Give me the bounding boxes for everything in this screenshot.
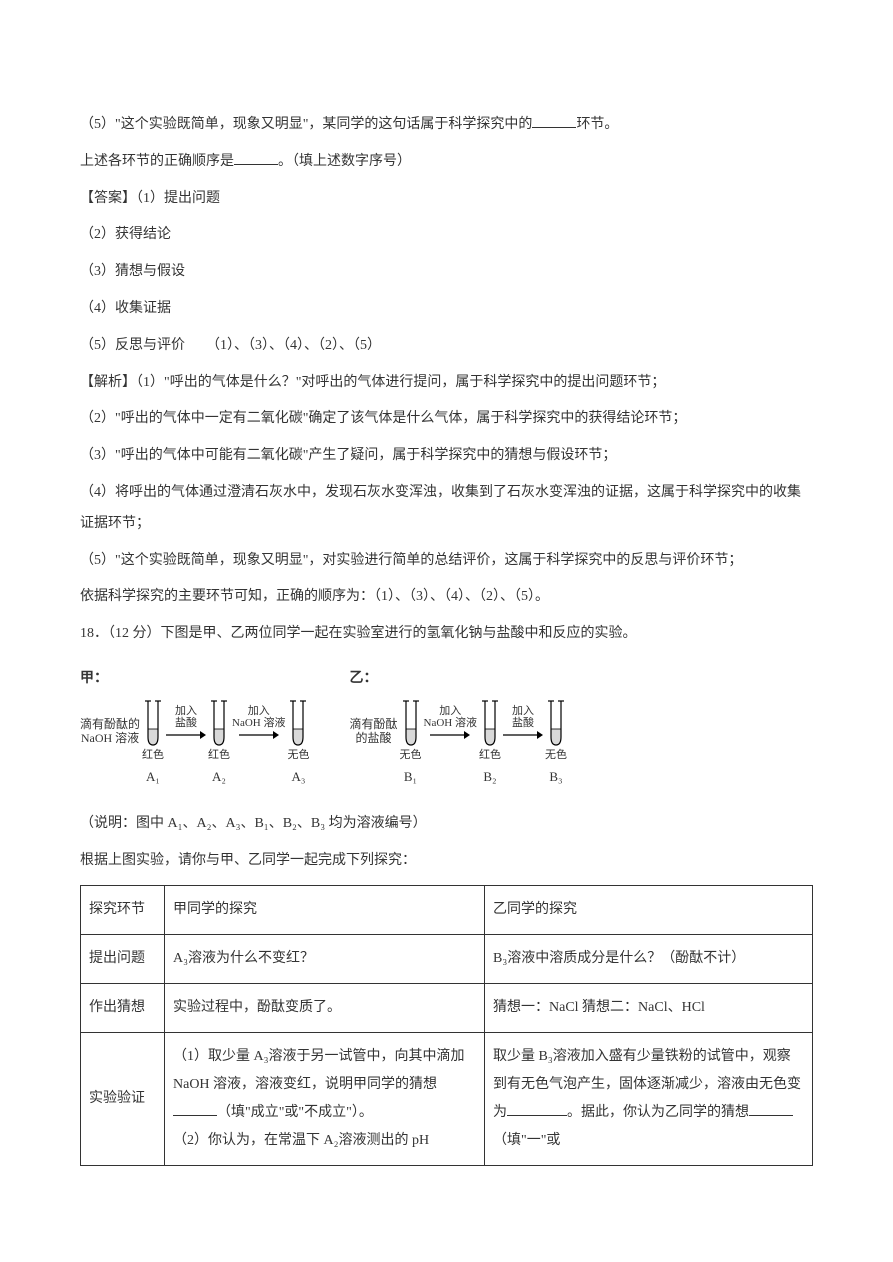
arrow-yi-2-l1: 加入 <box>512 705 534 718</box>
instruction: 根据上图实验，请你与甲、乙同学一起完成下列探究： <box>80 846 813 877</box>
arrow-icon <box>166 730 206 740</box>
table-row: 实验验证 （1）取少量 A₃溶液于另一试管中，向其中滴加 NaOH 溶液，溶液变… <box>81 1033 813 1166</box>
r2c1: 作出猜想 <box>81 984 165 1033</box>
tube-color-label: 无色 <box>400 749 422 761</box>
blank-r3c2 <box>173 1102 217 1116</box>
tube-sub-label: B₁ <box>404 763 417 792</box>
r3c3-b: 。据此，你认为乙同学的猜想 <box>567 1105 749 1120</box>
blank-r3c3-2 <box>749 1102 793 1116</box>
arrow-yi-1-l2: NaOH 溶液 <box>424 717 477 730</box>
yi-left-1: 滴有酚酞 <box>349 717 397 731</box>
r3c2-b: （填"成立"或"不成立"）。 <box>217 1105 373 1120</box>
arrow-jia-1-l2: 盐酸 <box>175 717 197 730</box>
arrow-jia-2-l1: 加入 <box>248 705 270 718</box>
para-order: 上述各环节的正确顺序是 。（填上述数字序号） <box>80 147 813 178</box>
r1c1: 提出问题 <box>81 935 165 984</box>
analysis-3: （3）"呼出的气体中可能有二氧化碳"产生了疑问，属于科学探究中的猜想与假设环节； <box>80 441 813 472</box>
r3c2-a: （1）取少量 A₃溶液于另一试管中，向其中滴加 NaOH 溶液，溶液变红，说明甲… <box>173 1049 465 1092</box>
tube-sub-label: A₂ <box>212 763 226 792</box>
jia-tubes-row: 滴有酚酞的 NaOH 溶液 红色 A₁ 加入 盐酸 红色 A₂ 加入 NaOH 溶液 <box>80 699 309 792</box>
arrow-yi-2-l2: 盐酸 <box>512 717 534 730</box>
tube-a3: 无色 A₃ <box>287 699 309 792</box>
arrow-yi-1: 加入 NaOH 溶液 <box>424 699 477 740</box>
tube-sub-label: B₃ <box>549 763 562 792</box>
tube-b1: 无色 B₁ <box>400 699 422 792</box>
blank-r3c3-1 <box>507 1102 567 1116</box>
tube-b3: 无色 B₃ <box>545 699 567 792</box>
analysis-5: （5）"这个实验既简单，现象又明显"，对实验进行简单的总结评价，这属于科学探究中… <box>80 546 813 577</box>
analysis-2: （2）"呼出的气体中一定有二氧化碳"确定了该气体是什么气体，属于科学探究中的获得… <box>80 404 813 435</box>
jia-label: 甲： <box>80 664 309 695</box>
table-row: 作出猜想 实验过程中，酚酞变质了。 猜想一：NaCl 猜想二：NaCl、HCl <box>81 984 813 1033</box>
arrow-icon <box>430 730 470 740</box>
analysis-4: （4）将呼出的气体通过澄清石灰水中，发现石灰水变浑浊，收集到了石灰水变浑浊的证据… <box>80 478 813 540</box>
arrow-jia-1-l1: 加入 <box>175 705 197 718</box>
r3c2: （1）取少量 A₃溶液于另一试管中，向其中滴加 NaOH 溶液，溶液变红，说明甲… <box>165 1033 485 1166</box>
yi-label: 乙： <box>349 664 566 695</box>
jia-left-1: 滴有酚酞的 <box>80 717 140 731</box>
r2c3: 猜想一：NaCl 猜想二：NaCl、HCl <box>485 984 813 1033</box>
answer-4: （4）收集证据 <box>80 294 813 325</box>
yi-tubes-row: 滴有酚酞 的盐酸 无色 B₁ 加入 NaOH 溶液 红色 B₂ 加入 盐酸 <box>349 699 566 792</box>
arrow-icon <box>239 730 279 740</box>
arrow-yi-1-l1: 加入 <box>439 705 461 718</box>
tube-a2: 红色 A₂ <box>208 699 230 792</box>
answer-2: （2）获得结论 <box>80 220 813 251</box>
analysis-1: 【解析】（1）"呼出的气体是什么？"对呼出的气体进行提问，属于科学探究中的提出问… <box>80 368 813 399</box>
yi-left-text: 滴有酚酞 的盐酸 <box>349 717 397 746</box>
experiment-jia: 甲： 滴有酚酞的 NaOH 溶液 红色 A₁ 加入 盐酸 红色 A₂ 加入 <box>80 664 309 791</box>
table-row: 提出问题 A₃溶液为什么不变红？ B₃溶液中溶质成分是什么？（酚酞不计） <box>81 935 813 984</box>
order-suffix: 。（填上述数字序号） <box>278 154 411 169</box>
arrow-jia-2: 加入 NaOH 溶液 <box>232 699 285 740</box>
r2c2: 实验过程中，酚酞变质了。 <box>165 984 485 1033</box>
arrow-jia-2-l2: NaOH 溶液 <box>232 717 285 730</box>
r3c3-c: （填"一"或 <box>493 1133 560 1148</box>
tube-color-label: 红色 <box>142 749 164 761</box>
experiment-yi: 乙： 滴有酚酞 的盐酸 无色 B₁ 加入 NaOH 溶液 红色 B₂ 加入 <box>349 664 566 791</box>
answer-5: （5）反思与评价 （1）、（3）、（4）、（2）、（5） <box>80 331 813 362</box>
question-18: 18．（12 分）下图是甲、乙两位同学一起在实验室进行的氢氧化钠与盐酸中和反应的… <box>80 619 813 650</box>
tube-color-label: 红色 <box>208 749 230 761</box>
tube-color-label: 红色 <box>479 749 501 761</box>
r3c2-c: （2）你认为，在常温下 A₂溶液测出的 pH <box>173 1133 429 1148</box>
arrow-icon <box>503 730 543 740</box>
summary: 依据科学探究的主要环节可知，正确的顺序为：（1）、（3）、（4）、（2）、（5）… <box>80 582 813 613</box>
blank-order <box>234 151 278 165</box>
tube-sub-label: B₂ <box>483 763 496 792</box>
answer-1: 【答案】（1）提出问题 <box>80 184 813 215</box>
r3c1: 实验验证 <box>81 1033 165 1166</box>
para-q5: （5）"这个实验既简单，现象又明显"，某同学的这句话属于科学探究中的 环节。 <box>80 110 813 141</box>
r1c2: A₃溶液为什么不变红？ <box>165 935 485 984</box>
blank-q5 <box>532 114 576 128</box>
tube-sub-label: A₃ <box>292 763 306 792</box>
q5-suffix: 环节。 <box>576 117 618 132</box>
experiment-diagram: 甲： 滴有酚酞的 NaOH 溶液 红色 A₁ 加入 盐酸 红色 A₂ 加入 <box>80 664 813 791</box>
table-row: 探究环节 甲同学的探究 乙同学的探究 <box>81 886 813 935</box>
tube-a1: 红色 A₁ <box>142 699 164 792</box>
tube-sub-label: A₁ <box>146 763 160 792</box>
tube-color-label: 无色 <box>287 749 309 761</box>
r1c3: B₃溶液中溶质成分是什么？（酚酞不计） <box>485 935 813 984</box>
th-3: 乙同学的探究 <box>485 886 813 935</box>
yi-left-2: 的盐酸 <box>349 731 397 745</box>
inquiry-table: 探究环节 甲同学的探究 乙同学的探究 提出问题 A₃溶液为什么不变红？ B₃溶液… <box>80 885 813 1166</box>
jia-left-text: 滴有酚酞的 NaOH 溶液 <box>80 717 140 746</box>
r3c3: 取少量 B₃溶液加入盛有少量铁粉的试管中，观察到有无色气泡产生，固体逐渐减少，溶… <box>485 1033 813 1166</box>
q5-text: （5）"这个实验既简单，现象又明显"，某同学的这句话属于科学探究中的 <box>80 117 532 132</box>
jia-left-2: NaOH 溶液 <box>80 731 140 745</box>
tube-b2: 红色 B₂ <box>479 699 501 792</box>
answer-3: （3）猜想与假设 <box>80 257 813 288</box>
arrow-jia-1: 加入 盐酸 <box>166 699 206 740</box>
diagram-note: （说明：图中 A₁、A₂、A₃、B₁、B₂、B₃ 均为溶液编号） <box>80 809 813 840</box>
th-1: 探究环节 <box>81 886 165 935</box>
th-2: 甲同学的探究 <box>165 886 485 935</box>
order-prefix: 上述各环节的正确顺序是 <box>80 154 234 169</box>
tube-color-label: 无色 <box>545 749 567 761</box>
arrow-yi-2: 加入 盐酸 <box>503 699 543 740</box>
